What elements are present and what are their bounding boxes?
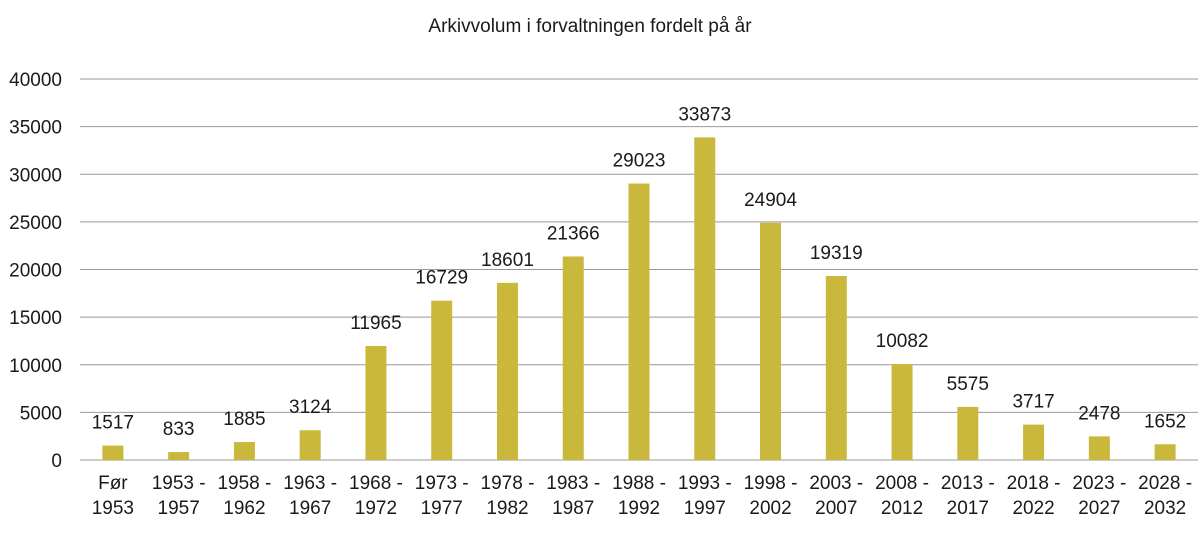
bar: [365, 346, 387, 460]
data-label: 833: [163, 419, 195, 440]
bar: [957, 406, 979, 460]
data-label: 5575: [947, 374, 989, 395]
y-tick-label: 15000: [9, 308, 62, 329]
y-tick-label: 0: [51, 451, 62, 472]
x-tick-label: 2013 -2017: [941, 473, 995, 519]
bar: [102, 445, 124, 460]
bar: [1023, 424, 1045, 460]
y-tick-label: 10000: [9, 356, 62, 377]
data-label: 10082: [876, 331, 929, 352]
data-label: 21366: [547, 223, 600, 244]
x-tick-label: 2023 -2027: [1072, 473, 1126, 519]
x-tick-label: 2018 -2022: [1007, 473, 1061, 519]
x-tick-label: 1978 -1982: [481, 473, 535, 519]
x-tick-label: 1988 -1992: [612, 473, 666, 519]
data-label: 19319: [810, 243, 863, 264]
x-tick-label: 1963 -1967: [283, 473, 337, 519]
bar: [1154, 444, 1176, 460]
x-tick-label: 1993 -1997: [678, 473, 732, 519]
data-label: 1517: [92, 413, 134, 434]
x-tick-label: 1968 -1972: [349, 473, 403, 519]
data-label: 16729: [415, 268, 468, 289]
data-label: 3717: [1012, 392, 1054, 413]
data-label: 29023: [613, 151, 666, 172]
y-tick-label: 30000: [9, 165, 62, 186]
bar: [1088, 436, 1110, 460]
x-tick-label: 1958 -1962: [217, 473, 271, 519]
bar: [891, 363, 913, 460]
x-tick-label: 1983 -1987: [546, 473, 600, 519]
bar: [825, 275, 847, 460]
x-tick-label: 1973 -1977: [415, 473, 469, 519]
data-label: 3124: [289, 397, 332, 418]
bar: [628, 183, 650, 461]
x-tick-label: 2003 -2007: [809, 473, 863, 519]
data-label: 2478: [1078, 403, 1120, 424]
y-tick-label: 20000: [9, 261, 62, 282]
bar: [694, 137, 716, 460]
x-tick-label: 2028 -2032: [1138, 473, 1192, 519]
y-tick-label: 5000: [20, 403, 62, 424]
chart-title: Arkivvolum i forvaltningen fordelt på år: [428, 16, 752, 37]
bar: [760, 222, 782, 460]
bar: [299, 430, 321, 460]
data-label: 33873: [678, 104, 731, 125]
data-label: 24904: [744, 190, 797, 211]
data-label: 11965: [350, 313, 401, 334]
x-tick-label: Før 1953: [92, 473, 134, 519]
x-tick-label: 2008 -2012: [875, 473, 929, 519]
data-label: 18601: [481, 250, 534, 271]
x-tick-label: 1953 -1957: [152, 473, 206, 519]
bar: [233, 442, 255, 460]
x-tick-label: 1998 -2002: [744, 473, 798, 519]
data-label: 1652: [1144, 411, 1186, 432]
y-tick-label: 40000: [9, 70, 62, 91]
bar: [562, 256, 584, 460]
bar: [496, 282, 518, 460]
data-label: 1885: [223, 409, 265, 430]
y-tick-label: 25000: [9, 213, 62, 234]
y-tick-label: 35000: [9, 118, 62, 139]
bar: [168, 452, 190, 460]
bar: [431, 300, 453, 460]
